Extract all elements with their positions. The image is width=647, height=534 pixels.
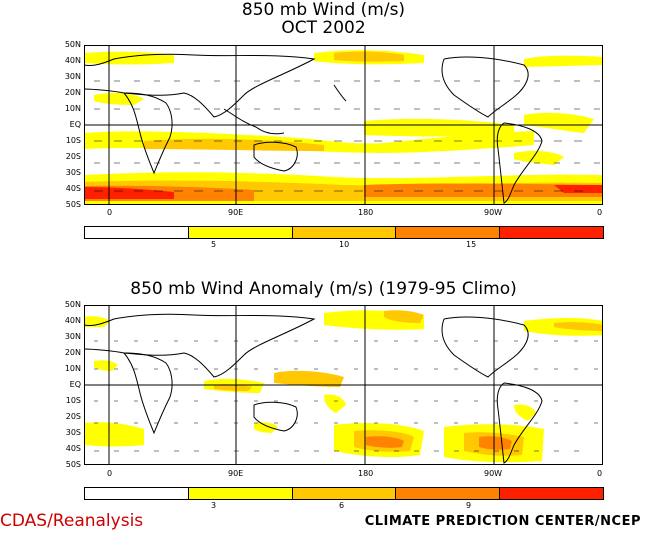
panel2-title: 850 mb Wind Anomaly (m/s) (1979-95 Climo… (130, 279, 517, 299)
wind-vectors (94, 80, 600, 192)
lat-label: EQ (69, 380, 81, 389)
map-grid (84, 305, 603, 465)
colorbar-bin (500, 227, 603, 238)
colorbar-bin (85, 227, 189, 238)
agency-label: CLIMATE PREDICTION CENTER/NCEP (364, 514, 641, 529)
lon-label: 0 (107, 469, 113, 478)
colorbar-bin (292, 488, 397, 499)
colorbar-bin (396, 488, 501, 499)
lon-label: 90E (228, 469, 244, 478)
colorbar-label: 15 (466, 240, 477, 249)
lat-label: 30N (64, 72, 81, 81)
colorbar-label: 3 (211, 501, 217, 510)
lat-label: 30S (65, 428, 81, 437)
lon-label: 90E (228, 208, 244, 217)
lat-label: 50S (65, 200, 81, 209)
lon-label: 0 (597, 469, 603, 478)
colorbar-label: 5 (211, 240, 217, 249)
lon-label: 90W (484, 469, 503, 478)
lat-label: 40S (65, 444, 81, 453)
lat-label: 20N (64, 348, 81, 357)
panel1-colorbar (84, 226, 604, 239)
colorbar-bin (188, 488, 293, 499)
lat-label: EQ (69, 120, 81, 129)
panel2-colorbar (84, 487, 604, 500)
lon-label: 180 (358, 469, 374, 478)
lat-label: 50N (64, 300, 81, 309)
panel1-title-line2: OCT 2002 (281, 18, 366, 38)
panel1-title-line1: 850 mb Wind (m/s) (241, 0, 406, 20)
lat-label: 40N (64, 316, 81, 325)
lon-label: 0 (107, 208, 113, 217)
continent-outlines (84, 313, 543, 464)
lat-label: 10S (65, 396, 81, 405)
colorbar-label: 6 (339, 501, 345, 510)
source-label: CDAS/Reanalysis (0, 511, 144, 531)
lat-label: 20N (64, 88, 81, 97)
wind-speed-shading (84, 50, 603, 205)
lat-label: 20S (65, 412, 81, 421)
lat-label: 10N (64, 104, 81, 113)
wind-vectors (94, 340, 598, 452)
lat-label: 30S (65, 168, 81, 177)
lat-label: 20S (65, 152, 81, 161)
lat-label: 50S (65, 460, 81, 469)
colorbar-label: 9 (466, 501, 472, 510)
lat-label: 10N (64, 364, 81, 373)
continent-outlines (84, 53, 543, 204)
lat-label: 30N (64, 332, 81, 341)
lat-label: 40S (65, 184, 81, 193)
colorbar-bin (500, 488, 603, 499)
lat-label: 40N (64, 56, 81, 65)
colorbar-bin (85, 488, 189, 499)
lon-label: 0 (597, 208, 603, 217)
lat-label: 10S (65, 136, 81, 145)
lon-label: 90W (484, 208, 503, 217)
colorbar-label: 10 (339, 240, 350, 249)
colorbar-bin (188, 227, 293, 238)
wind-anomaly-map (84, 305, 603, 465)
lat-label: 50N (64, 40, 81, 49)
wind-speed-map (84, 45, 603, 205)
map-grid (84, 45, 603, 205)
lon-label: 180 (358, 208, 374, 217)
colorbar-bin (396, 227, 501, 238)
colorbar-bin (292, 227, 397, 238)
